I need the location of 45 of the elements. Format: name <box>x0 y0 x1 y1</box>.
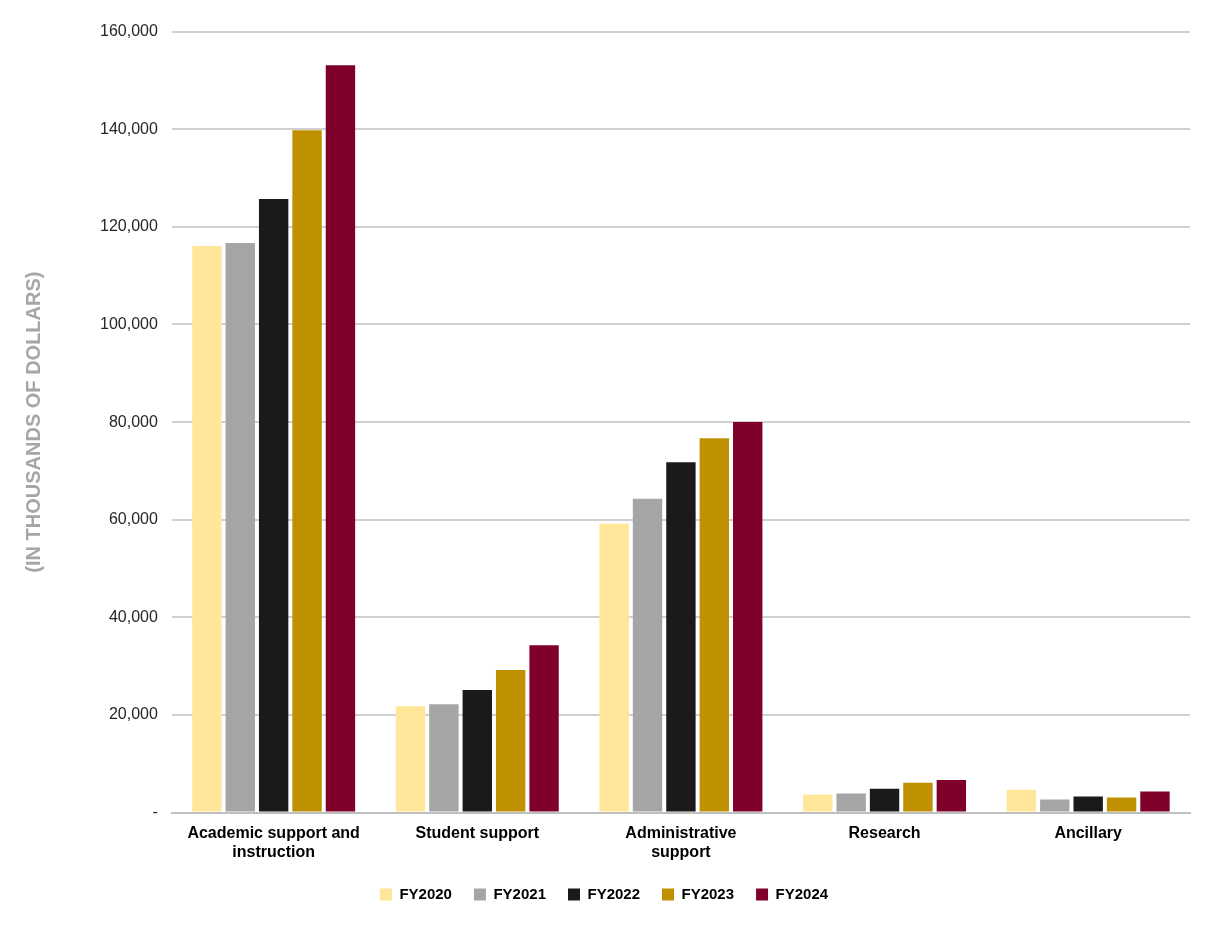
bar <box>462 690 492 812</box>
y-tick-label: 60,000 <box>108 510 158 528</box>
bar <box>495 670 526 812</box>
bar <box>666 462 696 812</box>
y-tick-label: 40,000 <box>108 607 158 625</box>
y-tick-label: 160,000 <box>99 22 158 40</box>
bar <box>292 130 322 812</box>
x-tick-label: Academic support and instruction <box>187 823 360 860</box>
y-tick-label: 80,000 <box>108 412 158 430</box>
x-tick-label: Research <box>848 823 921 841</box>
bar <box>395 706 426 812</box>
bar <box>869 788 900 812</box>
legend-label: FY2021 <box>493 884 546 902</box>
legend-label: FY2022 <box>587 884 641 902</box>
bar <box>836 793 866 812</box>
y-tick-label: 120,000 <box>99 217 158 235</box>
y-tick-label: - <box>152 803 158 821</box>
bar <box>599 523 629 812</box>
bar <box>699 438 730 812</box>
bar <box>1140 791 1170 812</box>
x-tick-label: Student support <box>415 823 540 841</box>
legend-label: FY2020 <box>399 884 452 902</box>
bar <box>325 65 356 812</box>
bar <box>429 704 459 812</box>
bar <box>1073 796 1103 812</box>
y-axis-title: (IN THOUSANDS OF DOLLARS) <box>21 271 44 573</box>
bar <box>1006 789 1037 812</box>
x-tick-label: Administrative support <box>625 823 737 860</box>
bar <box>1040 799 1070 812</box>
y-tick-label: 140,000 <box>99 119 158 137</box>
bar <box>529 645 559 812</box>
x-tick-label: Ancillary <box>1054 823 1123 841</box>
bar <box>903 782 933 812</box>
bar <box>258 199 289 812</box>
legend-label: FY2023 <box>681 884 735 902</box>
bar <box>936 779 967 812</box>
y-tick-label: 20,000 <box>108 705 158 723</box>
y-tick-label: 100,000 <box>99 314 158 332</box>
bar <box>225 242 255 812</box>
bar <box>803 794 833 812</box>
bar <box>733 422 763 812</box>
bar <box>1106 797 1137 812</box>
bar <box>632 498 663 812</box>
bar <box>192 245 222 812</box>
legend-label: FY2024 <box>775 884 829 902</box>
